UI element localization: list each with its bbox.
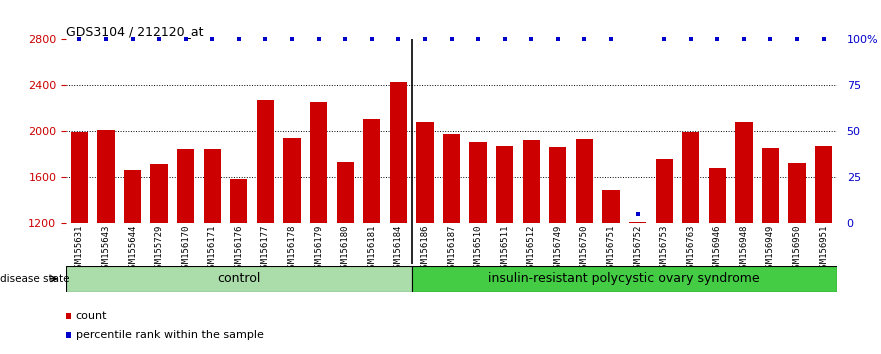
Bar <box>204 149 221 354</box>
Bar <box>629 222 647 354</box>
Bar <box>762 148 779 354</box>
Text: GDS3104 / 212120_at: GDS3104 / 212120_at <box>66 25 204 38</box>
Text: GSM156181: GSM156181 <box>367 225 376 273</box>
Text: GSM155729: GSM155729 <box>154 225 164 273</box>
Bar <box>470 142 486 354</box>
Bar <box>151 164 167 354</box>
Text: GSM156180: GSM156180 <box>341 225 350 273</box>
Text: GSM156950: GSM156950 <box>793 225 802 273</box>
Text: control: control <box>218 272 261 285</box>
Bar <box>549 147 566 354</box>
Text: GSM156176: GSM156176 <box>234 225 243 273</box>
Text: disease state: disease state <box>0 274 70 284</box>
Text: count: count <box>76 311 107 321</box>
Bar <box>788 163 806 354</box>
Bar <box>66 266 411 292</box>
Text: GSM156184: GSM156184 <box>394 225 403 273</box>
Text: insulin-resistant polycystic ovary syndrome: insulin-resistant polycystic ovary syndr… <box>488 272 760 285</box>
Bar <box>256 100 274 354</box>
Bar <box>97 130 115 354</box>
Text: GSM156948: GSM156948 <box>739 225 749 273</box>
Text: GSM155644: GSM155644 <box>128 225 137 273</box>
Text: GSM156178: GSM156178 <box>287 225 297 273</box>
Bar <box>815 146 833 354</box>
Text: GSM156510: GSM156510 <box>474 225 483 273</box>
Bar <box>310 102 327 354</box>
Bar <box>736 122 752 354</box>
Text: GSM155631: GSM155631 <box>75 225 84 273</box>
Text: GSM156177: GSM156177 <box>261 225 270 273</box>
Text: GSM156751: GSM156751 <box>606 225 616 273</box>
Text: GSM156749: GSM156749 <box>553 225 562 273</box>
Text: GSM156949: GSM156949 <box>766 225 775 273</box>
Bar <box>655 159 673 354</box>
Text: GSM156763: GSM156763 <box>686 225 695 273</box>
Text: GSM155643: GSM155643 <box>101 225 110 273</box>
Bar <box>576 139 593 354</box>
Text: GSM156179: GSM156179 <box>315 225 323 273</box>
Text: GSM156753: GSM156753 <box>660 225 669 273</box>
Bar <box>443 135 460 354</box>
Text: GSM156511: GSM156511 <box>500 225 509 273</box>
Bar <box>496 146 514 354</box>
Text: GSM156752: GSM156752 <box>633 225 642 273</box>
Bar <box>177 149 195 354</box>
Bar <box>417 122 433 354</box>
Bar <box>70 132 88 354</box>
Text: GSM156170: GSM156170 <box>181 225 190 273</box>
Bar <box>389 81 407 354</box>
Text: GSM156951: GSM156951 <box>819 225 828 273</box>
Bar <box>708 168 726 354</box>
Text: GSM156171: GSM156171 <box>208 225 217 273</box>
Text: GSM156187: GSM156187 <box>447 225 456 273</box>
Bar <box>363 120 381 354</box>
Text: GSM156512: GSM156512 <box>527 225 536 273</box>
Text: percentile rank within the sample: percentile rank within the sample <box>76 330 263 340</box>
Bar <box>603 190 619 354</box>
Bar <box>230 179 248 354</box>
Bar <box>411 266 837 292</box>
Bar <box>337 162 354 354</box>
Text: GSM156186: GSM156186 <box>420 225 429 273</box>
Text: GSM156946: GSM156946 <box>713 225 722 273</box>
Bar <box>682 132 700 354</box>
Bar <box>522 140 540 354</box>
Text: GSM156750: GSM156750 <box>580 225 589 273</box>
Bar <box>284 138 300 354</box>
Bar <box>124 170 141 354</box>
